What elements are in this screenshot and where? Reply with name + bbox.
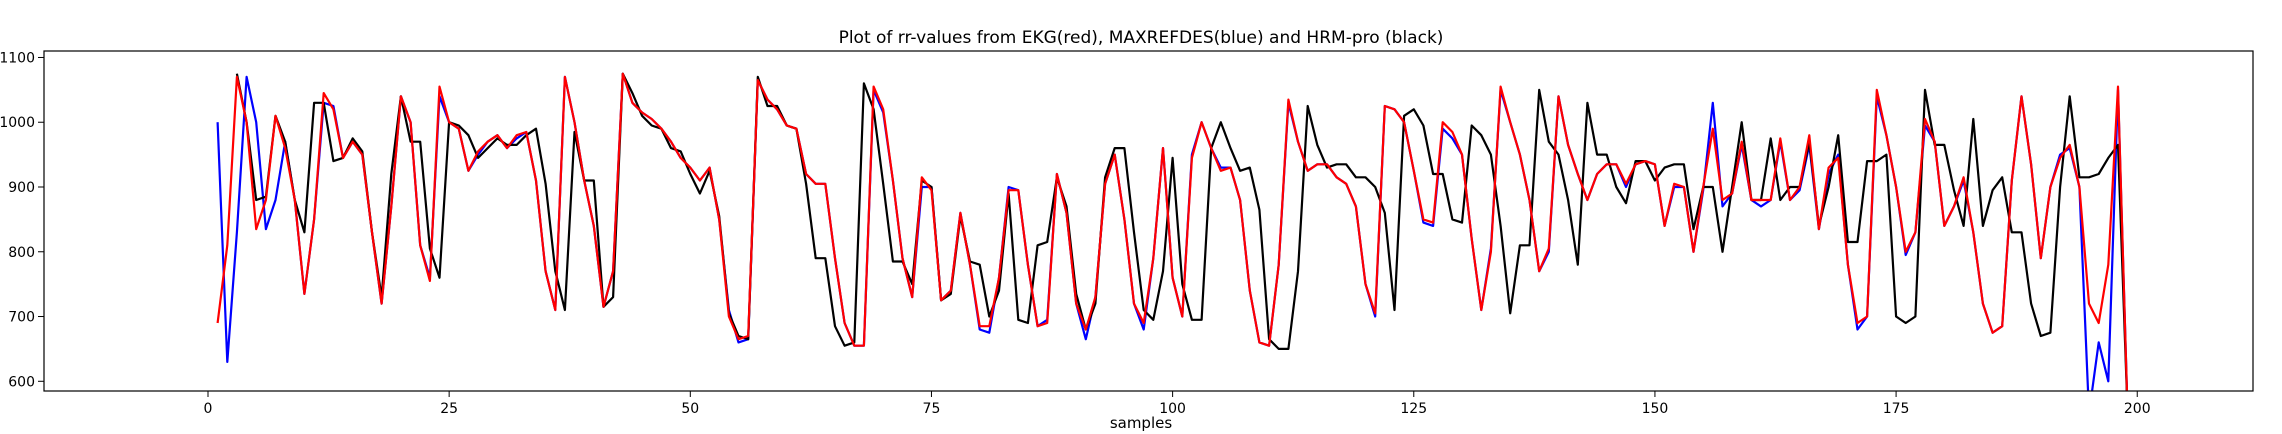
y-tick-label: 700: [8, 310, 35, 326]
x-axis: 0 25 50 75 100 125 150 175 200: [204, 391, 2151, 417]
x-tick-label: 50: [681, 401, 699, 417]
y-tick-label: 1100: [0, 50, 35, 66]
x-axis-label: samples: [1110, 414, 1173, 432]
y-tick-label: 600: [8, 374, 35, 390]
series-line-0: [216, 72, 2129, 391]
x-tick-label: 0: [204, 401, 213, 417]
y-tick-label: 900: [8, 180, 35, 196]
x-tick-label: 150: [1642, 401, 1669, 417]
chart-title: Plot of rr-values from EKG(red), MAXREFD…: [839, 28, 1444, 48]
plot-frame: [43, 50, 2254, 392]
x-tick-label: 100: [1159, 401, 1186, 417]
series-line-1: [235, 72, 2128, 391]
y-tick-label: 1000: [0, 115, 35, 131]
x-tick-label: 75: [923, 401, 941, 417]
series-layer: [216, 72, 2129, 391]
series-line-2: [216, 72, 2129, 391]
x-tick-label: 175: [1883, 401, 1910, 417]
x-tick-label: 25: [440, 401, 458, 417]
y-axis: 600 700 800 900 1000 1100: [0, 50, 44, 390]
y-tick-label: 800: [8, 245, 35, 261]
x-tick-label: 200: [2124, 401, 2151, 417]
x-tick-label: 125: [1400, 401, 1427, 417]
